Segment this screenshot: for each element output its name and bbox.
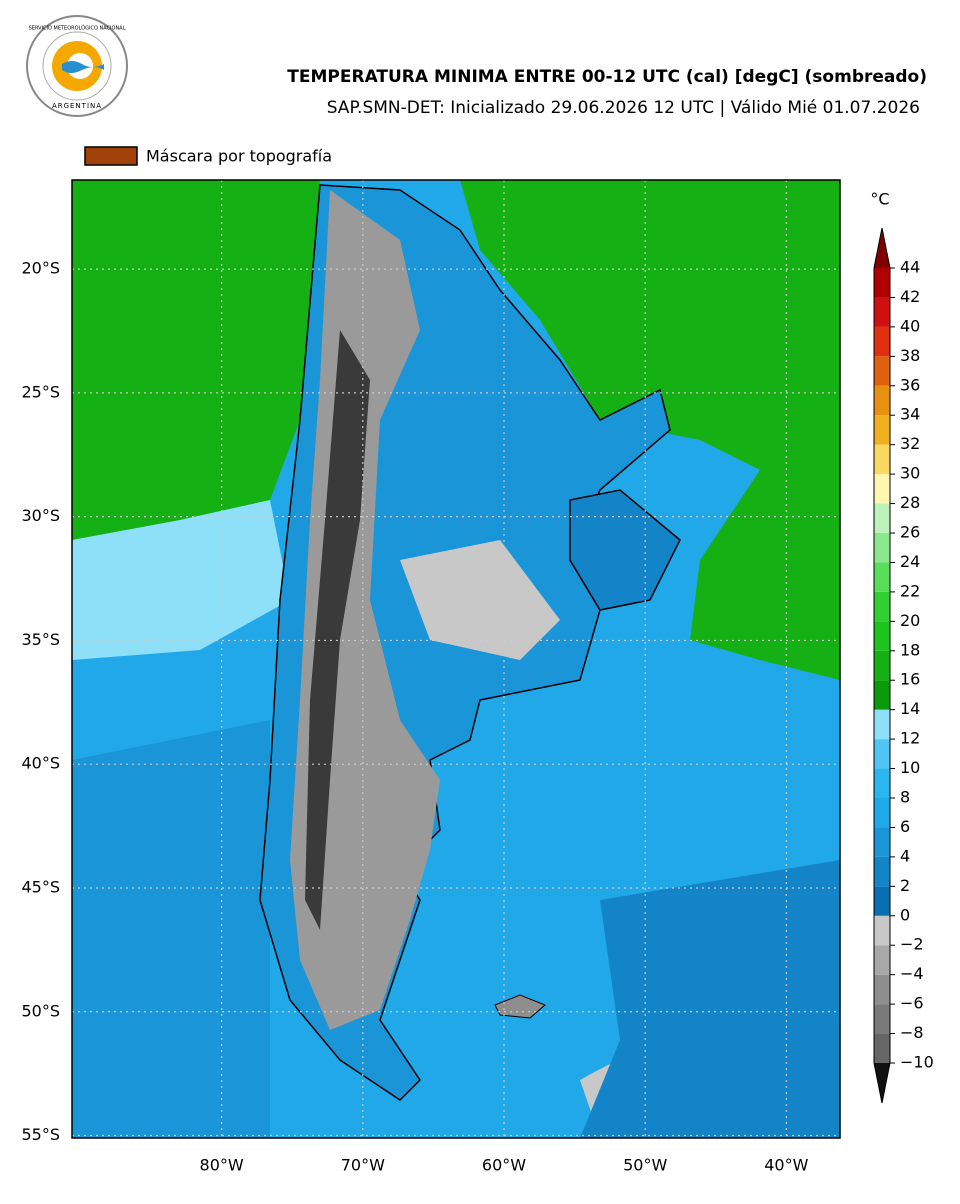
cool-pacific [72,720,270,1138]
colorbar-label: 28 [900,493,920,512]
colorbar-label: 0 [900,905,910,924]
lat-label: 30°S [21,506,60,525]
colorbar-bin [874,268,890,298]
logo-bottom: ARGENTINA [52,102,102,110]
colorbar-label: 14 [900,699,920,718]
colorbar-label: 34 [900,405,920,424]
lat-label: 55°S [21,1125,60,1144]
colorbar-bin [874,1033,890,1063]
lon-label: 50°W [623,1156,667,1175]
colorbar-label: 2 [900,876,910,895]
colorbar-label: 32 [900,434,920,453]
logo-inner [42,31,112,101]
colorbar-label: 38 [900,346,920,365]
colorbar-over [874,228,890,268]
colorbar-bin [874,474,890,504]
colorbar-bin [874,945,890,975]
colorbar-bin [874,709,890,740]
lat-label: 45°S [21,877,60,896]
colorbar-label: 20 [900,611,920,630]
lat-label: 35°S [21,630,60,649]
andes [290,190,440,1030]
topography-mask [305,330,370,930]
legend-swatch [84,146,138,166]
colorbar-label: 18 [900,640,920,659]
colorbar-bin [874,297,890,327]
logo-wave [62,61,104,73]
subtitle: SAP.SMN-DET: Inicializado 29.06.2026 12 … [327,98,920,118]
lat-label: 25°S [21,382,60,401]
south-atlantic [580,860,840,1138]
colorbar-label: 22 [900,581,920,600]
colorbar-label: 42 [900,287,920,306]
lon-label: 60°W [482,1156,526,1175]
mild-pacific [72,500,290,660]
colorbar-label: 26 [900,523,920,542]
legend-label: Máscara por topografía [146,147,332,166]
colorbar-label: 40 [900,316,920,335]
colorbar-label: 24 [900,552,920,571]
colorbar-bin [874,356,890,386]
colorbar-label: 16 [900,670,920,689]
lon-label: 40°W [764,1156,808,1175]
lat-label: 20°S [21,259,60,278]
logo: SERVICIO METEOROLÓGICO NACIONAL ARGENTIN… [26,15,128,117]
colorbar-bin [874,1004,890,1034]
colorbar-bin [874,680,890,710]
colorbar-bin [874,533,890,563]
colorbar-bin [874,503,890,533]
colorbar-unit: °C [870,190,889,209]
colorbar-bin [874,650,890,681]
colorbar-bin [874,856,890,887]
colorbar-bin [874,562,890,592]
colorbar-bin [874,886,890,916]
warm-pacific [72,180,320,540]
colorbar-label: 10 [900,758,920,777]
colorbar-label: −8 [900,1023,924,1042]
colorbar: −10−8−6−4−202468101214161820222426283032… [873,227,934,1104]
colorbar-label: −10 [900,1053,934,1072]
colorbar-bin [874,621,890,651]
colorbar-label: 44 [900,258,920,277]
colorbar-label: 6 [900,817,910,836]
colorbar-bin [874,768,890,798]
colorbar-label: 12 [900,729,920,748]
colorbar-label: −4 [900,964,924,983]
colorbar-label: 8 [900,788,910,807]
title: TEMPERATURA MINIMA ENTRE 00-12 UTC (cal)… [287,67,927,87]
cold-pampa [400,540,560,660]
colorbar-bin [874,415,890,445]
colorbar-label: 30 [900,464,920,483]
colorbar-label: −2 [900,935,924,954]
lat-label: 40°S [21,754,60,773]
colorbar-label: 4 [900,846,910,865]
colorbar-bin [874,915,890,946]
colorbar-bin [874,739,890,769]
islands [494,994,546,1019]
colorbar-label: −6 [900,994,924,1013]
colorbar-bin [874,385,890,416]
colorbar-bin [874,326,890,357]
map [72,180,840,1138]
colorbar-bin [874,798,890,828]
lat-label: 50°S [21,1001,60,1020]
colorbar-label: 36 [900,375,920,394]
lon-label: 80°W [200,1156,244,1175]
logo-top: SERVICIO METEOROLÓGICO NACIONAL [29,25,126,32]
colorbar-under [874,1063,890,1103]
colorbar-bin [874,444,890,475]
uruguay [569,489,681,611]
colorbar-bin [874,974,890,1005]
lon-label: 70°W [341,1156,385,1175]
colorbar-bin [874,827,890,857]
map-frame [71,179,841,1139]
colorbar-bin [874,591,890,622]
